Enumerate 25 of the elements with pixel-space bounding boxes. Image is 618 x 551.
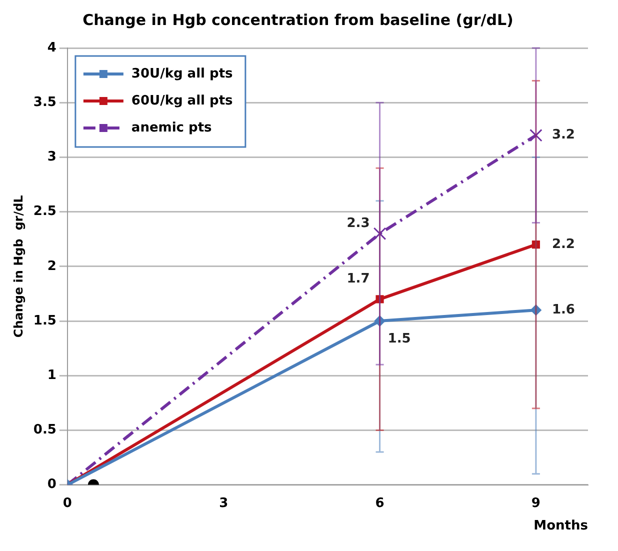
x-tick-label: 0 bbox=[62, 496, 72, 511]
y-tick-label: 4 bbox=[47, 40, 56, 56]
data-label: 1.7 bbox=[346, 272, 370, 287]
data-label: 1.5 bbox=[388, 331, 411, 346]
legend-label: anemic pts bbox=[131, 120, 212, 136]
x-tick-label: 9 bbox=[531, 496, 540, 511]
y-tick-label: 1.5 bbox=[33, 313, 56, 328]
chart-title: Change in Hgb concentration from baseline (gr/dL) bbox=[82, 10, 514, 29]
y-tick-label: 2 bbox=[47, 258, 56, 274]
data-label: 2.3 bbox=[346, 216, 370, 232]
y-tick-label: 1 bbox=[47, 368, 56, 383]
data-label: 2.2 bbox=[552, 236, 575, 252]
legend-label: 30U/kg all pts bbox=[131, 66, 234, 82]
legend-label: 60U/kg all pts bbox=[131, 93, 234, 108]
x-axis-title: Months bbox=[534, 518, 588, 534]
y-tick-label: 2.5 bbox=[33, 204, 56, 220]
y-tick-label: 3 bbox=[47, 150, 56, 165]
y-axis-title: Change in Hgb gr/dL bbox=[11, 194, 26, 338]
x-tick-label: 6 bbox=[375, 496, 384, 511]
y-tick-label: 3.5 bbox=[33, 94, 56, 110]
y-tick-label: 0.5 bbox=[33, 422, 56, 438]
x-tick-label: 3 bbox=[219, 496, 228, 511]
data-label: 3.2 bbox=[552, 128, 575, 143]
data-label: 1.6 bbox=[552, 302, 575, 318]
y-tick-label: 0 bbox=[47, 477, 56, 492]
